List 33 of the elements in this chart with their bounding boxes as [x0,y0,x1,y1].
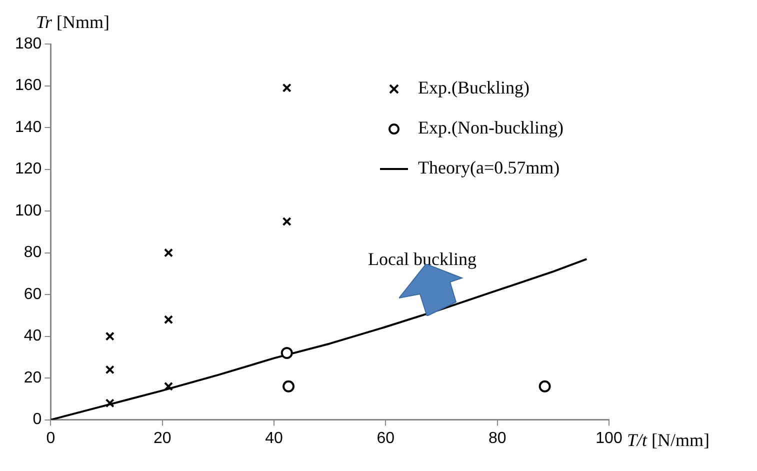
x-tick-label: 20 [153,430,172,447]
y-tick-label: 180 [14,35,42,52]
x-tick-label: 0 [46,430,56,447]
point [282,83,292,92]
y-tick-label: 160 [14,77,42,94]
point [164,382,174,391]
point [538,380,551,392]
point [282,216,292,226]
x-tick-label: 60 [376,430,395,447]
legend-label: Exp.(Non-buckling) [418,118,564,138]
y-tick-label: 60 [24,286,42,303]
y-axis-title: Tr [Nmm] [36,12,110,32]
point [105,365,114,374]
x-tick-label: 100 [596,430,622,447]
point [280,346,293,359]
y-tick-label: 140 [14,118,42,136]
annotation: Local buckling [368,249,476,269]
y-tick-label: 80 [24,244,42,262]
y-tick-label: 120 [14,160,42,178]
legend-label: Exp.(Buckling) [418,78,530,98]
y-tick-label: 0 [32,411,42,428]
legend-label: Theory(a=0.57mm) [418,158,560,178]
point [105,332,114,341]
y-tick-label: 100 [14,202,42,220]
point [164,315,174,324]
x-tick-label: 40 [265,430,284,447]
point [282,380,295,392]
point [164,248,174,258]
x-axis-title: T/t [N/mm] [627,430,710,450]
y-tick-label: 40 [24,328,42,345]
y-tick-label: 20 [24,369,42,386]
x-tick-label: 80 [488,430,506,447]
point [105,398,114,408]
